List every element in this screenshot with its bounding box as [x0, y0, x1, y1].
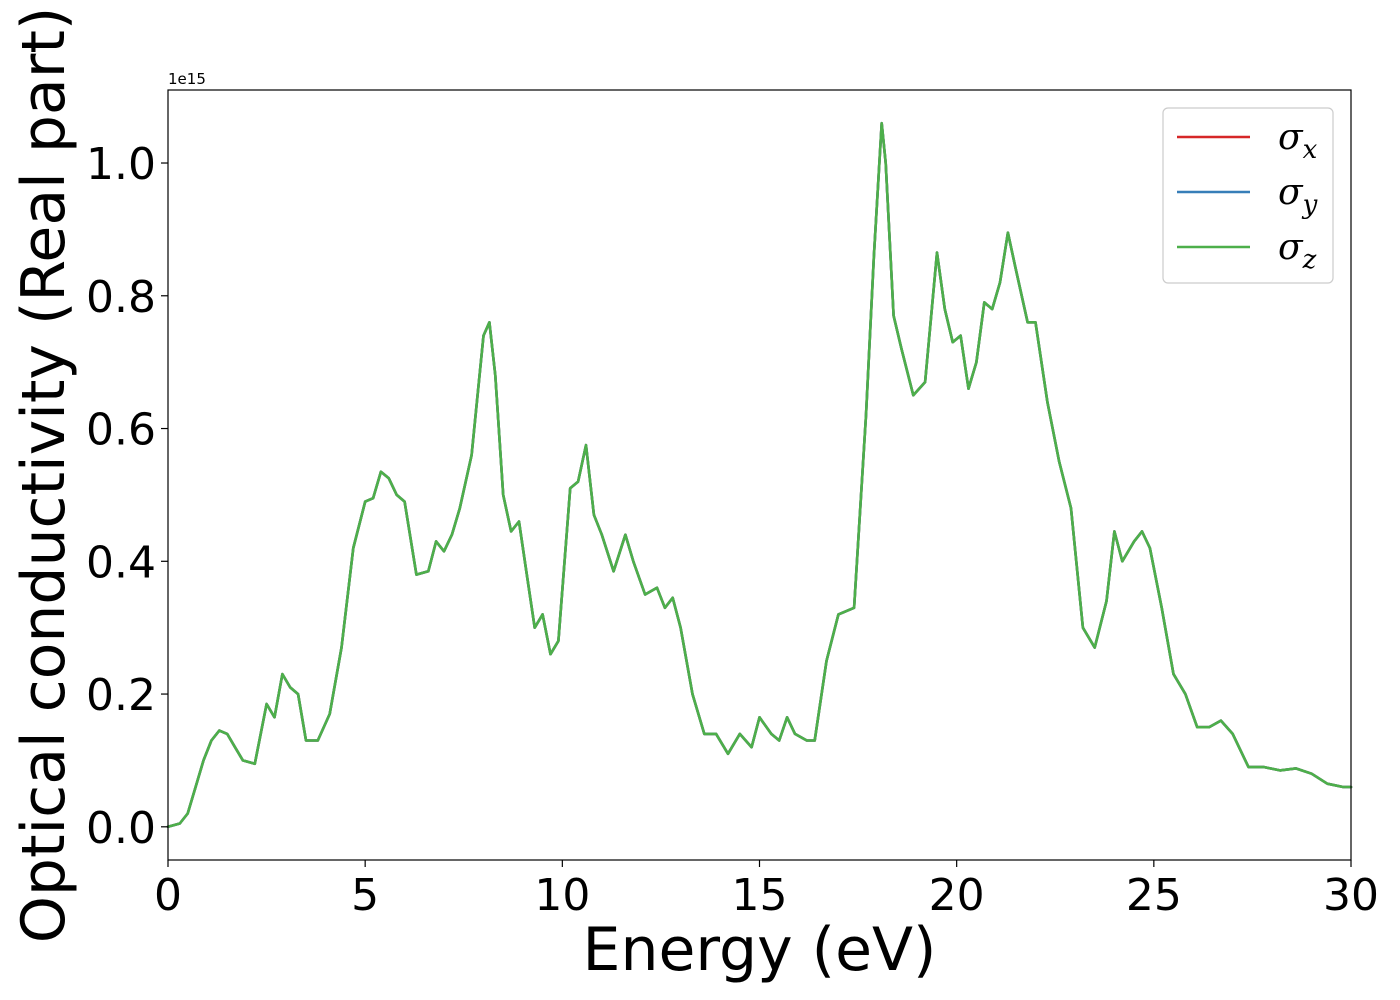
x-tick-label: 25	[1126, 870, 1182, 921]
x-axis: 0 5 10 15 20 25 30	[154, 860, 1379, 921]
legend: σx σy σz	[1162, 107, 1334, 284]
x-tick-label: 0	[154, 870, 182, 921]
x-tick-label: 5	[351, 870, 379, 921]
x-tick-label: 15	[732, 870, 788, 921]
y-axis-title: Optical conductivity (Real part)	[9, 7, 79, 944]
y-axis: 0.0 0.2 0.4 0.6 0.8 1.0	[86, 139, 168, 854]
y-tick-label: 0.0	[86, 803, 156, 854]
y-tick-label: 0.2	[86, 670, 156, 721]
y-tick-label: 1.0	[86, 139, 156, 190]
x-axis-title: Energy (eV)	[583, 915, 937, 985]
legend-label-x: σx	[1278, 117, 1318, 165]
y-tick-label: 0.4	[86, 537, 156, 588]
legend-label-y: σy	[1278, 172, 1318, 220]
x-tick-label: 30	[1323, 870, 1379, 921]
y-tick-label: 0.6	[86, 405, 156, 456]
series-line-2	[166, 121, 1353, 829]
y-tick-label: 0.8	[86, 272, 156, 323]
x-tick-label: 10	[534, 870, 590, 921]
legend-frame	[1162, 107, 1334, 284]
legend-label-z: σz	[1278, 227, 1317, 275]
y-offset-label: 1e15	[168, 70, 206, 88]
x-tick-label: 20	[929, 870, 985, 921]
series-layer	[166, 121, 1353, 829]
